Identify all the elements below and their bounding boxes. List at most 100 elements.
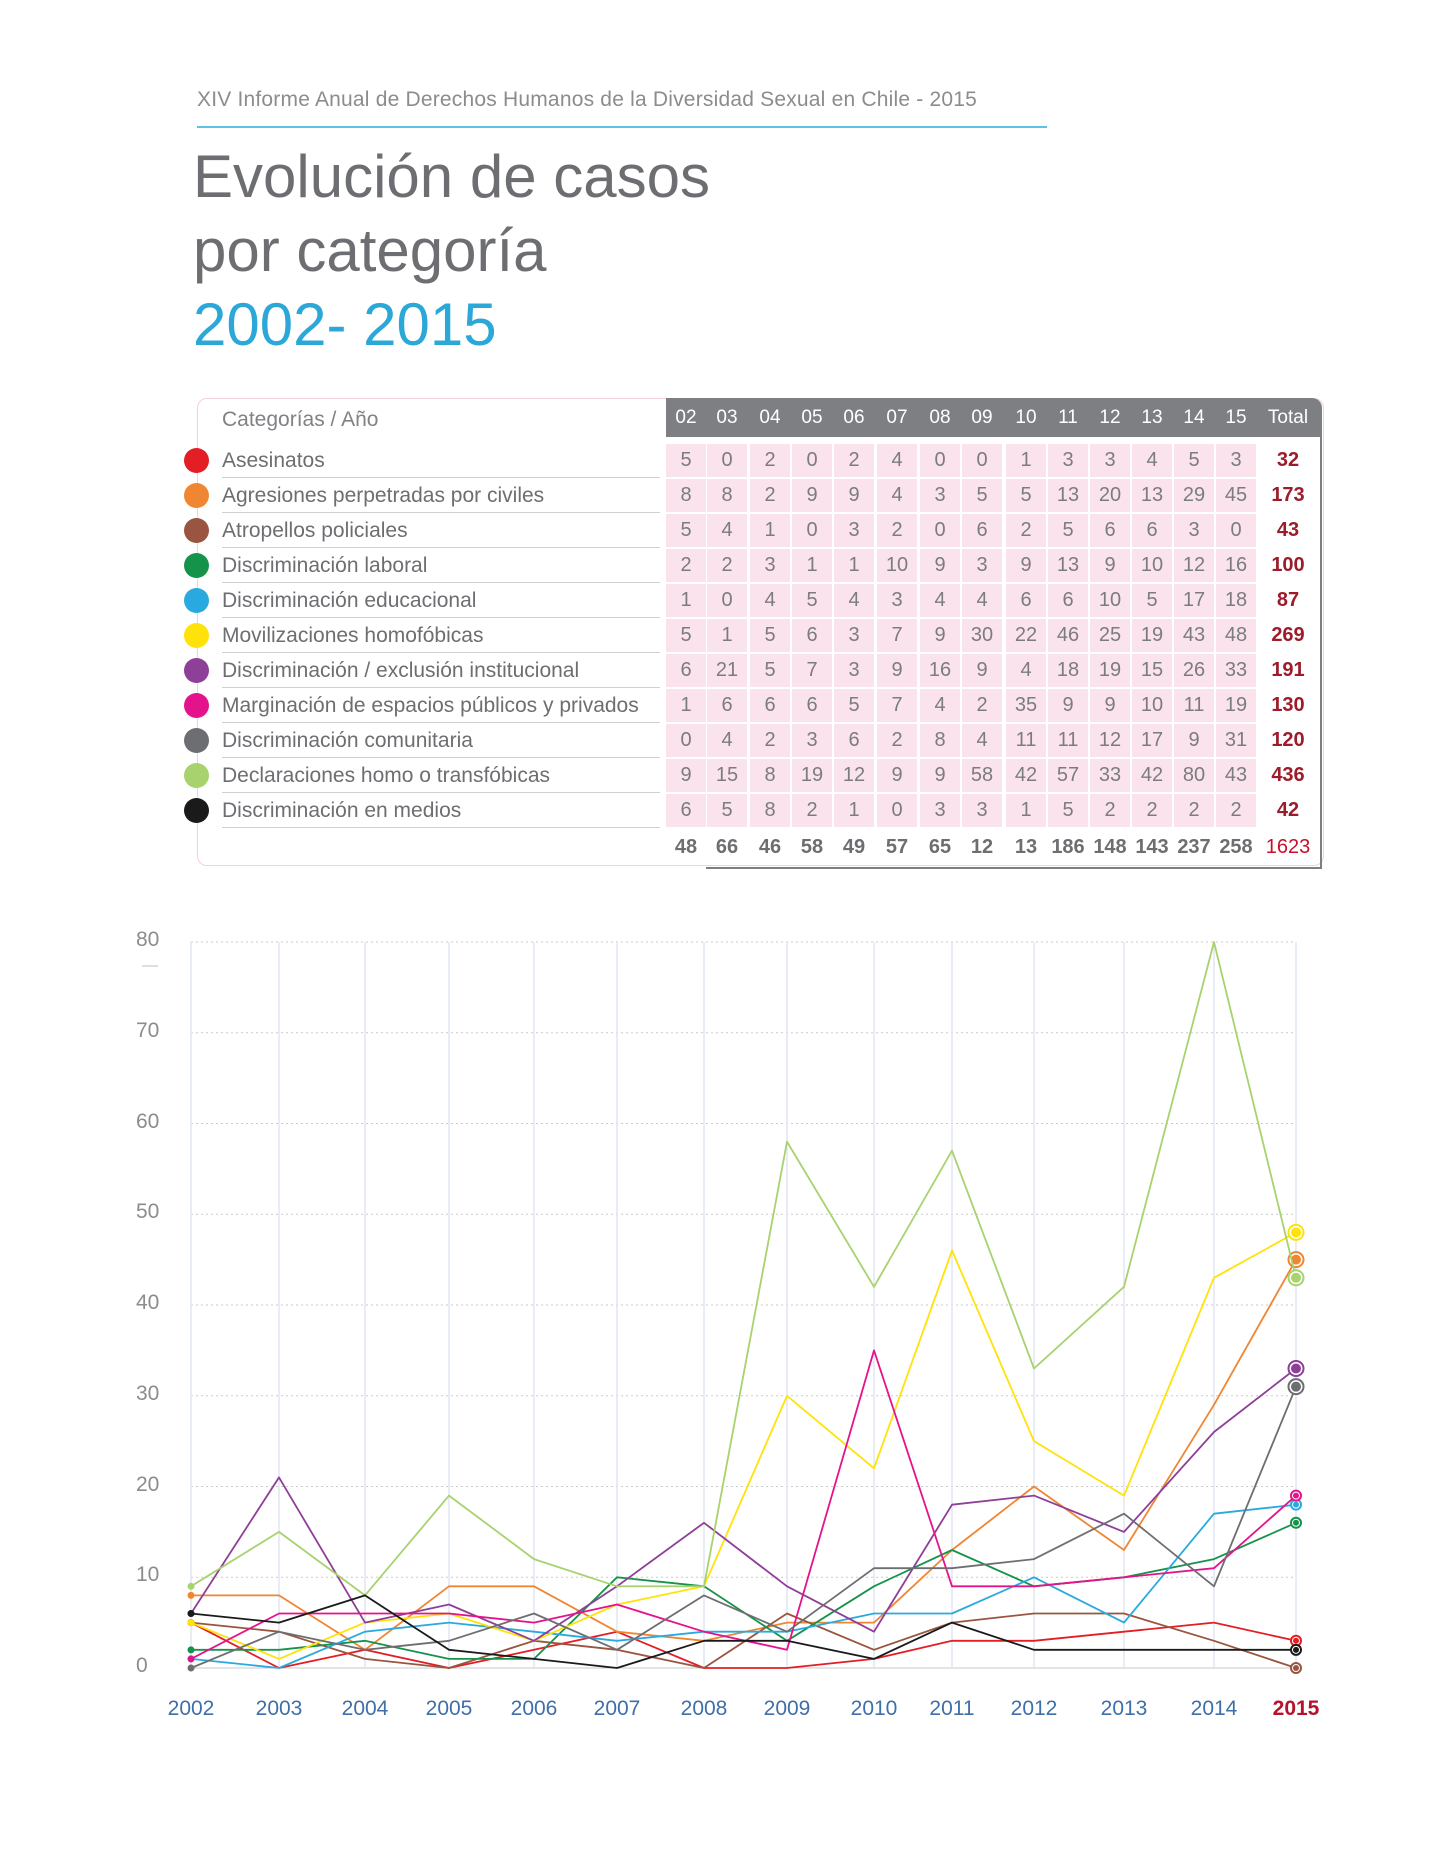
- table-cell: 6: [962, 514, 1002, 547]
- table-cell: 18: [1216, 584, 1256, 617]
- row-divider: [222, 722, 660, 723]
- y-tick-label: 50: [136, 1200, 160, 1224]
- row-total: 436: [1271, 764, 1305, 786]
- legend-dot: [184, 448, 209, 473]
- category-label: Discriminación educacional: [222, 589, 477, 612]
- table-cell: 5: [1174, 444, 1214, 477]
- series-end-point: [1293, 1665, 1299, 1671]
- table-cell: 5: [834, 689, 874, 722]
- table-cell: 4: [920, 584, 960, 617]
- category-header: Categorías / Año: [222, 408, 379, 431]
- category-label: Agresiones perpetradas por civiles: [222, 484, 545, 507]
- year-header-bar: 02 03 04 05 06 07 08 09 10 11 12 13 14 15 Total: [666, 398, 1322, 437]
- table-cell: 5: [750, 654, 790, 687]
- series-start-point: [187, 1619, 195, 1627]
- table-cell: 6: [1090, 514, 1130, 547]
- table-cell: 12: [834, 759, 874, 792]
- table-cell: 25: [1090, 619, 1130, 652]
- series-start-point: [187, 1582, 195, 1590]
- series-start-point: [187, 1619, 195, 1627]
- table-cell: 3: [1216, 444, 1256, 477]
- table-cell: 46: [1048, 619, 1088, 652]
- column-total: 148: [1093, 836, 1127, 858]
- category-label: Atropellos policiales: [222, 519, 408, 542]
- series-end-point: [1293, 1492, 1299, 1499]
- category-label: Discriminación en medios: [222, 799, 462, 822]
- series-end-point: [1291, 1363, 1301, 1374]
- table-cell: 7: [792, 654, 832, 687]
- row-divider: [222, 687, 660, 688]
- series-line-8: [190, 1386, 1297, 1669]
- table-cell: 43: [1216, 759, 1256, 792]
- table-cell: 5: [1132, 584, 1172, 617]
- table-cell: 9: [834, 479, 874, 512]
- table-cell: 4: [707, 724, 747, 757]
- series-end-marker: [1287, 1223, 1305, 1241]
- table-cell: 6: [666, 794, 706, 827]
- row-divider: [222, 547, 660, 548]
- legend-dot: [184, 623, 209, 648]
- legend-dot: [184, 553, 209, 578]
- table-cell: 9: [920, 619, 960, 652]
- series-line-0: [190, 1621, 1297, 1669]
- row-divider: [222, 792, 660, 793]
- category-label: Declaraciones homo o transfóbicas: [222, 764, 551, 787]
- table-cell: 5: [666, 619, 706, 652]
- series-end-marker: [1287, 1251, 1305, 1269]
- table-cell: 17: [1174, 584, 1214, 617]
- table-cell: 48: [1216, 619, 1256, 652]
- y-tick-label: 40: [136, 1291, 160, 1314]
- table-cell: 6: [792, 689, 832, 722]
- column-total: 66: [715, 836, 739, 858]
- table-cell: 0: [707, 444, 747, 477]
- table-cell: 43: [1174, 619, 1214, 652]
- legend-dot: [184, 658, 209, 683]
- table-cell: 11: [1006, 724, 1046, 757]
- legend-dot: [184, 518, 209, 543]
- year-header-08: 08: [929, 407, 951, 428]
- table-cell: 58: [962, 759, 1002, 792]
- table-cell: 35: [1006, 689, 1046, 722]
- year-header-13: 13: [1141, 407, 1163, 428]
- table-cell: 3: [962, 549, 1002, 582]
- table-cell: 19: [1090, 654, 1130, 687]
- x-tick-label: 2006: [510, 1697, 558, 1720]
- series-end-marker: [1290, 1643, 1302, 1656]
- table-cell: 1: [707, 619, 747, 652]
- table-cell: 16: [1216, 549, 1256, 582]
- table-cell: 31: [1216, 724, 1256, 757]
- series-end-point: [1293, 1501, 1299, 1508]
- series-end-marker: [1290, 1489, 1302, 1502]
- table-cell: 1: [750, 514, 790, 547]
- category-label: Asesinatos: [222, 449, 325, 472]
- table-cell: 1: [1006, 444, 1046, 477]
- table-cell: 5: [666, 514, 706, 547]
- series-end-point: [1291, 1272, 1301, 1283]
- table-cell: 13: [1132, 479, 1172, 512]
- series-line-9: [190, 941, 1297, 1597]
- table-cell: 5: [962, 479, 1002, 512]
- table-cell: 19: [1216, 689, 1256, 722]
- column-total: 237: [1177, 836, 1211, 858]
- table-cell: 21: [707, 654, 747, 687]
- series-start-point: [187, 1655, 195, 1663]
- table-cell: 8: [750, 759, 790, 792]
- table-cell: 7: [877, 619, 917, 652]
- series-start-point: [187, 1655, 195, 1663]
- series-end-marker: [1290, 1634, 1302, 1647]
- table-cell: 9: [1048, 689, 1088, 722]
- column-total: 46: [758, 836, 782, 858]
- table-cell: 19: [792, 759, 832, 792]
- table-cell: 20: [1090, 479, 1130, 512]
- table-cell: 3: [920, 479, 960, 512]
- row-divider: [222, 477, 660, 478]
- table-right-border: [1320, 437, 1322, 867]
- table-cell: 10: [877, 549, 917, 582]
- table-cell: 4: [962, 584, 1002, 617]
- row-divider: [222, 617, 660, 618]
- table-cell: 6: [750, 689, 790, 722]
- table-cell: 12: [1174, 549, 1214, 582]
- table-cell: 5: [707, 794, 747, 827]
- x-tick-label: 2002: [167, 1697, 215, 1720]
- year-header-02: 02: [675, 407, 697, 428]
